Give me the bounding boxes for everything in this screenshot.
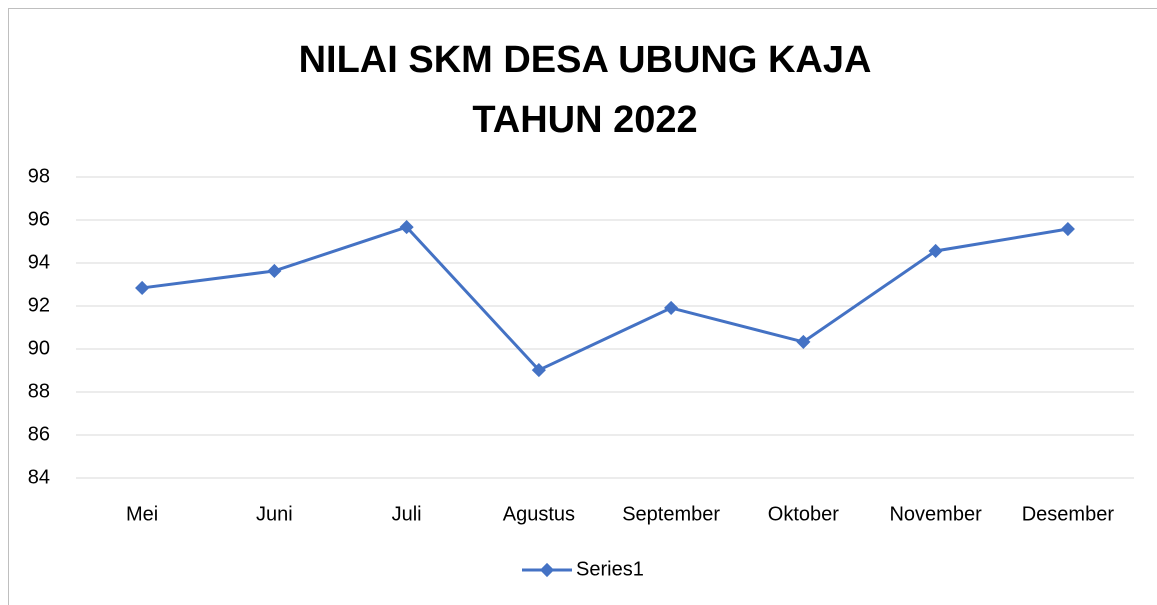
x-tick-label: Oktober [768, 503, 839, 525]
data-point [664, 300, 679, 316]
y-tick-label: 88 [28, 380, 50, 402]
y-tick-label: 96 [28, 208, 50, 230]
data-point [267, 263, 282, 279]
x-tick-label: Agustus [503, 503, 575, 525]
y-tick-label: 92 [28, 294, 50, 316]
x-tick-label: Desember [1022, 503, 1115, 525]
data-point [531, 362, 546, 378]
chart-title: NILAI SKM DESA UBUNG KAJA [299, 39, 872, 81]
x-tick-label: Mei [126, 503, 158, 525]
chart-title: TAHUN 2022 [472, 99, 697, 141]
x-tick-label: Juni [256, 503, 293, 525]
y-tick-label: 86 [28, 423, 50, 445]
legend-marker [539, 562, 555, 578]
data-point [928, 243, 943, 259]
data-point [135, 280, 150, 296]
y-tick-label: 98 [28, 165, 50, 187]
y-tick-label: 94 [28, 251, 50, 273]
x-tick-label: September [622, 503, 720, 525]
data-point [399, 220, 414, 235]
x-tick-label: November [889, 503, 982, 525]
chart-frame [8, 8, 1157, 605]
series-line [141, 225, 1069, 372]
x-tick-label: Juli [392, 503, 422, 525]
y-tick-label: 84 [28, 466, 50, 488]
legend-label: Series1 [576, 558, 644, 580]
data-point [796, 334, 811, 349]
y-tick-label: 90 [28, 337, 50, 359]
data-point [1060, 221, 1075, 237]
